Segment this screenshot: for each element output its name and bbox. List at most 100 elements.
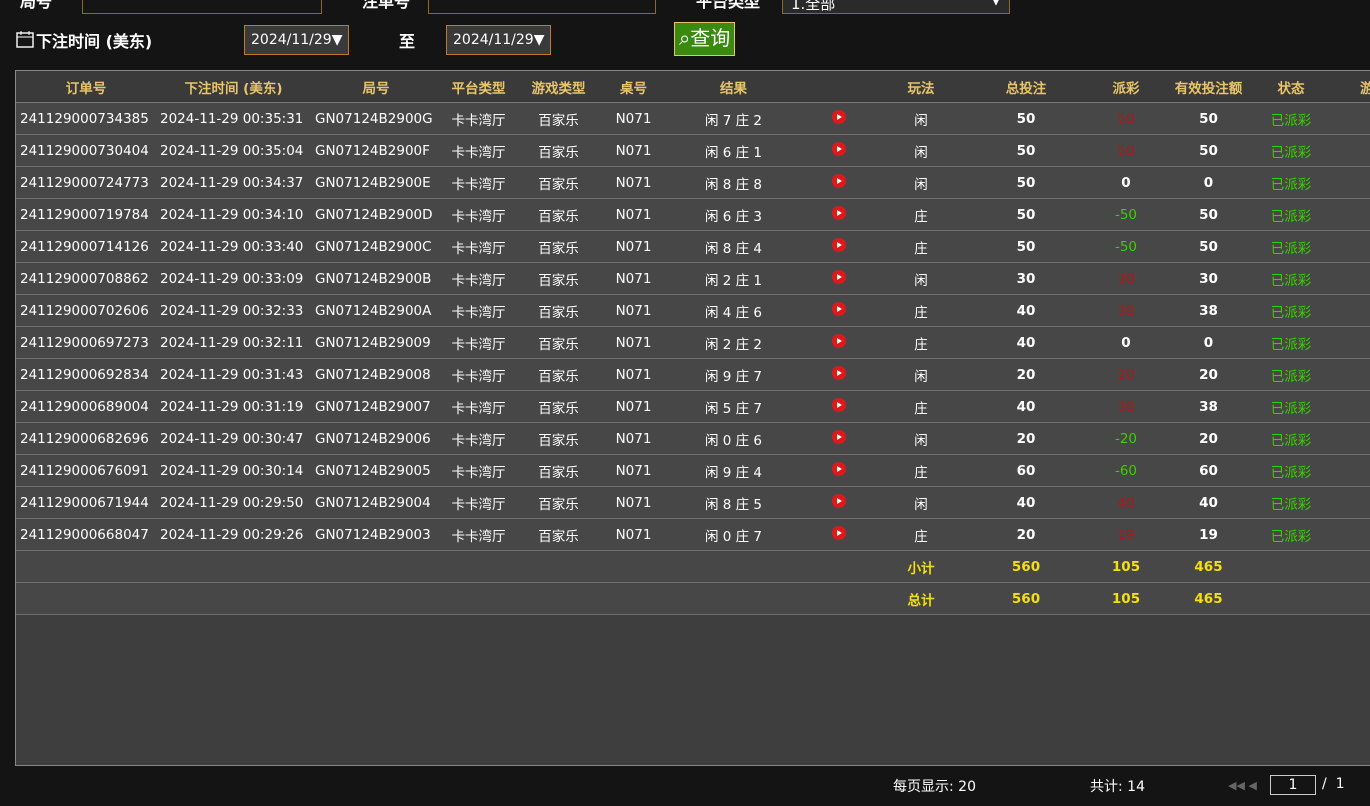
cell: GN07124B29006 bbox=[311, 422, 441, 455]
round-label: 局号 bbox=[20, 0, 53, 11]
cell: 闲 0 庄 6 bbox=[666, 422, 801, 455]
cell: GN07124B29003 bbox=[311, 518, 441, 551]
play-icon[interactable] bbox=[831, 525, 846, 540]
cell: 庄 bbox=[876, 198, 966, 231]
round-input[interactable] bbox=[82, 0, 322, 14]
cell: N071 bbox=[601, 518, 666, 551]
header-cell: 总投注 bbox=[966, 71, 1086, 103]
prev-buttons[interactable]: ◀◀ ◀ bbox=[1228, 779, 1257, 792]
table-row: 241129000692834 2024-11-29 00:31:43 GN0712… bbox=[16, 358, 1370, 391]
cell: N071 bbox=[601, 198, 666, 231]
cell: GN07124B29004 bbox=[311, 486, 441, 519]
cell: -20 bbox=[1086, 422, 1166, 455]
cell bbox=[1331, 454, 1370, 487]
table-row: 241129000734385 2024-11-29 00:35:31 GN0712… bbox=[16, 102, 1370, 135]
cell bbox=[1251, 550, 1370, 583]
header-row: 订单号 下注时间 (美东) 局号 平台类型 游戏类型 桌号 结果 玩法 总投注 派彩 有效投注额 状态… bbox=[16, 71, 1370, 103]
table-body: 241129000734385 2024-11-29 00:35:31 GN0712… bbox=[16, 102, 1370, 615]
cell: 百家乐 bbox=[516, 326, 601, 359]
cell: GN07124B29005 bbox=[311, 454, 441, 487]
order-label: 注单号 bbox=[362, 0, 411, 11]
total-label: 共计: bbox=[1090, 779, 1123, 795]
play-icon[interactable] bbox=[831, 269, 846, 284]
cell: GN07124B2900C bbox=[311, 230, 441, 263]
cell: -50 bbox=[1086, 198, 1166, 231]
cell: 20 bbox=[1086, 358, 1166, 391]
cell: 百家乐 bbox=[516, 390, 601, 423]
cell: 已派彩 bbox=[1251, 102, 1331, 135]
header-cell: 平台类型 bbox=[441, 71, 516, 103]
cell: 241129000734385 bbox=[16, 102, 156, 135]
date-from[interactable]: 2024/11/29▼ bbox=[244, 25, 350, 55]
cell: 庄 bbox=[876, 326, 966, 359]
video-cell bbox=[801, 390, 876, 423]
page-input[interactable]: 1 bbox=[1270, 775, 1316, 795]
cell: 38 bbox=[1166, 390, 1251, 423]
cell: 30 bbox=[1086, 262, 1166, 295]
play-icon[interactable] bbox=[831, 205, 846, 220]
cell: 百家乐 bbox=[516, 422, 601, 455]
total-value: 14 bbox=[1127, 779, 1145, 795]
cell: 闲 bbox=[876, 486, 966, 519]
play-icon[interactable] bbox=[831, 429, 846, 444]
platform-label: 平台类型 bbox=[696, 0, 761, 11]
cell: 庄 bbox=[876, 294, 966, 327]
play-icon[interactable] bbox=[831, 461, 846, 476]
cell bbox=[16, 550, 876, 583]
cell: 20 bbox=[1166, 358, 1251, 391]
play-icon[interactable] bbox=[831, 237, 846, 252]
cell: 已派彩 bbox=[1251, 454, 1331, 487]
cell: 40 bbox=[966, 390, 1086, 423]
cell: 已派彩 bbox=[1251, 134, 1331, 167]
cell: 庄 bbox=[876, 230, 966, 263]
cell: 卡卡湾厅 bbox=[441, 102, 516, 135]
query-button[interactable]: ⌕查询 bbox=[674, 22, 736, 56]
date-from-text: 2024/11/29 bbox=[251, 32, 332, 48]
order-input[interactable] bbox=[428, 0, 656, 14]
cell: 卡卡湾厅 bbox=[441, 486, 516, 519]
cell: 庄 bbox=[876, 390, 966, 423]
date-to[interactable]: 2024/11/29▼ bbox=[446, 25, 552, 55]
cell: GN07124B2900E bbox=[311, 166, 441, 199]
header-cell: 订单号 bbox=[16, 71, 156, 103]
play-icon[interactable] bbox=[831, 493, 846, 508]
header-cell: 结果 bbox=[666, 71, 801, 103]
cell: 38 bbox=[1086, 294, 1166, 327]
cell bbox=[1331, 358, 1370, 391]
filter-row-1: 局号 注单号 平台类型 1.全部 ▼ bbox=[0, 0, 1370, 14]
page-count: / 1 bbox=[1322, 776, 1345, 792]
cell: 30 bbox=[966, 262, 1086, 295]
cell: 闲 bbox=[876, 358, 966, 391]
cell: 闲 bbox=[876, 166, 966, 199]
header-cell: 派彩 bbox=[1086, 71, 1166, 103]
play-icon[interactable] bbox=[831, 333, 846, 348]
cell: 19 bbox=[1166, 518, 1251, 551]
play-icon[interactable] bbox=[831, 301, 846, 316]
to-label: 至 bbox=[399, 32, 416, 51]
cell: 50 bbox=[1166, 102, 1251, 135]
video-cell bbox=[801, 326, 876, 359]
cell: 卡卡湾厅 bbox=[441, 390, 516, 423]
time-label: 下注时间 (美东) bbox=[36, 32, 153, 51]
cell: 241129000724773 bbox=[16, 166, 156, 199]
play-icon[interactable] bbox=[831, 109, 846, 124]
cell: 0 bbox=[1166, 326, 1251, 359]
play-icon[interactable] bbox=[831, 141, 846, 156]
cell: 50 bbox=[966, 230, 1086, 263]
cell: 2024-11-29 00:30:47 bbox=[156, 422, 311, 455]
cell: 60 bbox=[1166, 454, 1251, 487]
cell: 百家乐 bbox=[516, 198, 601, 231]
play-icon[interactable] bbox=[831, 365, 846, 380]
play-icon[interactable] bbox=[831, 397, 846, 412]
summary-row: 总计 560 105 465 bbox=[16, 582, 1370, 615]
play-icon[interactable] bbox=[831, 173, 846, 188]
cell: 50 bbox=[1166, 134, 1251, 167]
cell: 19 bbox=[1086, 518, 1166, 551]
cell: 已派彩 bbox=[1251, 422, 1331, 455]
cell: 百家乐 bbox=[516, 166, 601, 199]
platform-select[interactable]: 1.全部 ▼ bbox=[782, 0, 1010, 14]
cell: 20 bbox=[966, 358, 1086, 391]
cell: 百家乐 bbox=[516, 294, 601, 327]
video-cell bbox=[801, 134, 876, 167]
cell: 闲 bbox=[876, 262, 966, 295]
